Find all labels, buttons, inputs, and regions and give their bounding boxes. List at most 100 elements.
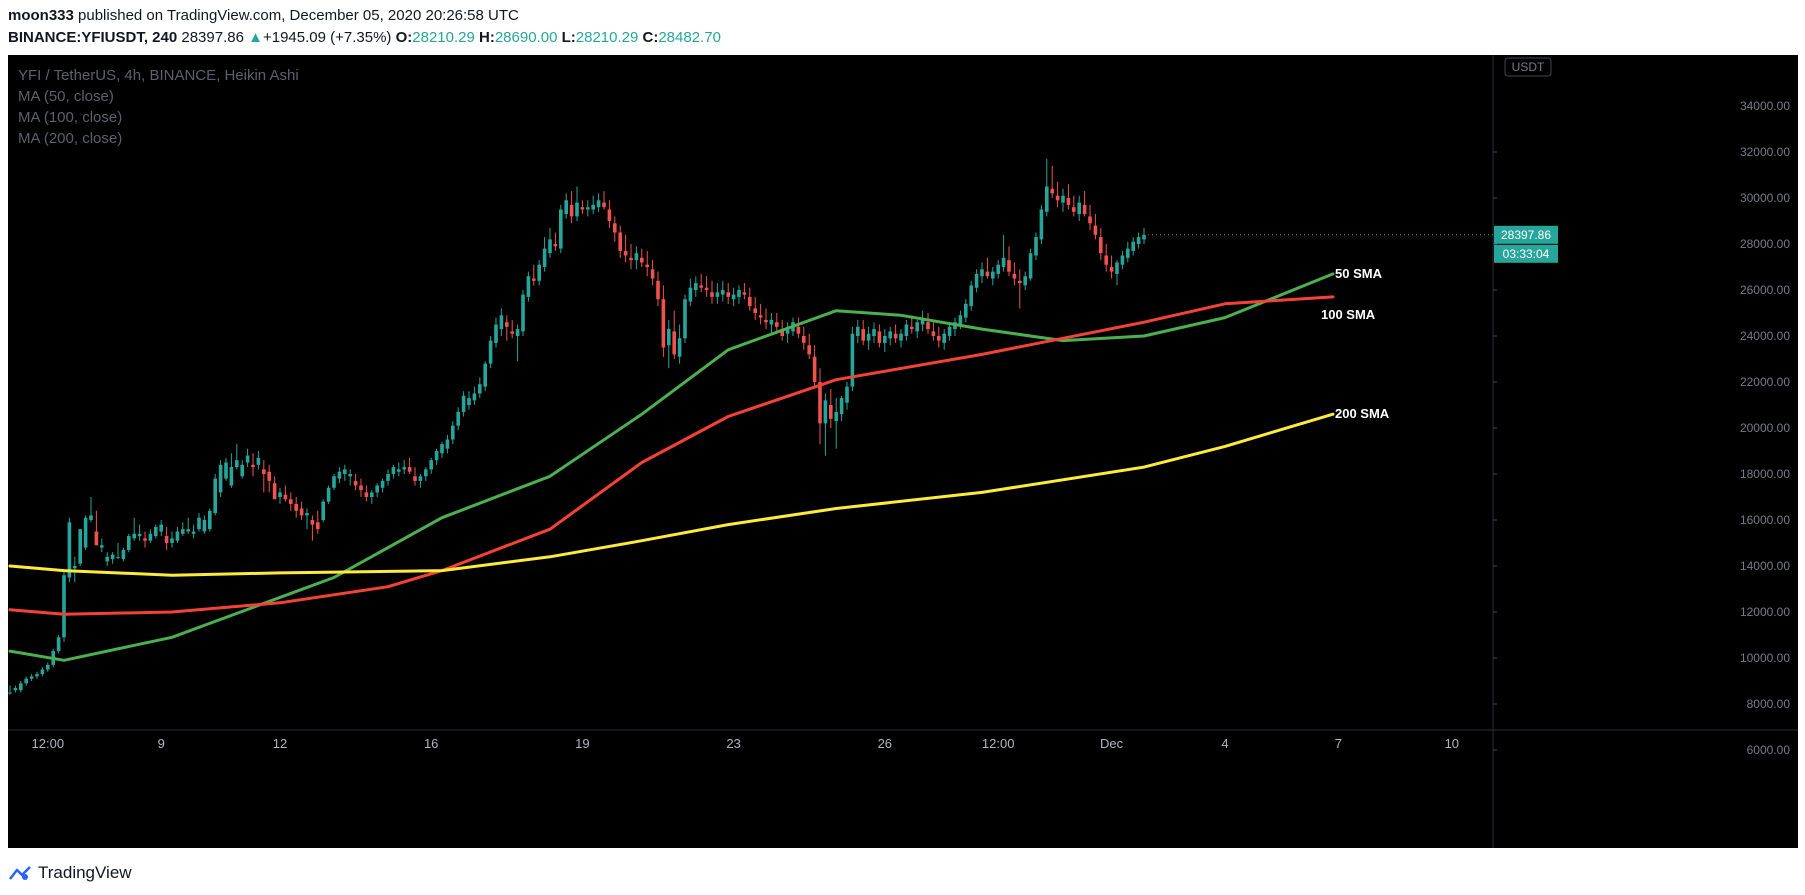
author-name[interactable]: moon333 — [8, 7, 74, 24]
candle-body — [467, 398, 471, 405]
candle-body — [510, 331, 514, 334]
high-label: H: — [479, 29, 495, 46]
footer: TradingView — [8, 858, 132, 888]
candle-body — [116, 556, 120, 558]
candle-body — [1093, 225, 1098, 235]
candle-body — [1055, 195, 1060, 201]
candle-body — [915, 322, 919, 332]
y-tick-label: 10000.00 — [1740, 651, 1790, 665]
candle-body — [958, 315, 963, 325]
candle-body — [607, 209, 612, 221]
candle-body — [591, 204, 595, 210]
candle-body — [645, 264, 649, 267]
candle-body — [899, 333, 903, 341]
sma50-line — [8, 272, 1335, 662]
candle-body — [1109, 267, 1114, 272]
candle-body — [1082, 204, 1087, 215]
candle-body — [78, 529, 82, 564]
tradingview-logo-icon[interactable] — [8, 865, 32, 881]
candle-body — [521, 294, 525, 332]
candle-body — [737, 290, 741, 297]
chart-area[interactable]: 32000.00 30000.00 28000.00 26000.00 24000.00… — [8, 55, 1798, 848]
candle-body — [634, 253, 639, 261]
candle-body — [224, 462, 228, 479]
candle-body — [704, 287, 709, 290]
candle-body — [283, 494, 288, 500]
candle-body — [1099, 237, 1103, 254]
candle-body — [181, 529, 185, 534]
candle-body — [1088, 216, 1092, 224]
candle-body — [359, 485, 363, 491]
candle-body — [980, 269, 984, 277]
legend-ma200[interactable]: MA (200, close) — [18, 130, 123, 147]
candle-body — [931, 331, 936, 336]
candle-body — [920, 319, 925, 325]
price-chart[interactable]: 32000.00 30000.00 28000.00 26000.00 24000.00… — [8, 55, 1798, 848]
candle-body — [29, 676, 34, 679]
candle-body — [337, 471, 342, 479]
candle-body — [1039, 209, 1044, 240]
candle-body — [650, 269, 655, 279]
candle-body — [170, 538, 174, 543]
candle-body — [218, 464, 223, 493]
chart-legend: YFI / TetherUS, 4h, BINANCE, Heikin Ashi… — [18, 65, 299, 149]
candle-body — [159, 524, 163, 532]
candle-body — [429, 460, 433, 470]
candle-body — [856, 326, 860, 336]
candle-body — [872, 329, 876, 336]
legend-title[interactable]: YFI / TetherUS, 4h, BINANCE, Heikin Ashi — [18, 67, 299, 84]
candle-body — [1120, 255, 1125, 265]
candle-body — [893, 333, 898, 339]
candle-body — [991, 271, 995, 279]
candle-body — [332, 476, 336, 488]
candle-body — [299, 508, 304, 516]
candle-body — [1007, 260, 1011, 272]
x-tick-label: 12 — [273, 736, 287, 751]
candle-body — [753, 308, 757, 313]
candle-body — [278, 492, 282, 497]
candle-body — [434, 451, 439, 461]
candle-body — [969, 285, 973, 307]
candle-body — [661, 299, 666, 348]
candle-body — [316, 522, 320, 530]
brand-name[interactable]: TradingView — [38, 863, 132, 882]
candle-body — [67, 522, 72, 578]
candle-body — [235, 460, 239, 468]
x-tick-label: 12:00 — [982, 736, 1015, 751]
legend-ma50[interactable]: MA (50, close) — [18, 88, 114, 105]
candle-body — [1104, 255, 1108, 265]
candle-body — [137, 533, 142, 537]
candle-body — [46, 664, 50, 670]
candle-body — [89, 515, 93, 520]
candle-body — [812, 356, 817, 382]
open-label: O: — [395, 29, 413, 46]
y-tick-label: 6000.00 — [1747, 743, 1791, 757]
candle-body — [1136, 237, 1141, 244]
candle-body — [1050, 188, 1054, 194]
candle-body — [904, 324, 909, 336]
candle-body — [62, 575, 66, 638]
candle-body — [240, 464, 244, 477]
candle-body — [677, 338, 682, 357]
candle-body — [580, 207, 585, 210]
candle-body — [839, 398, 844, 415]
candle-body — [672, 331, 676, 355]
candle-body — [294, 503, 298, 511]
legend-ma100[interactable]: MA (100, close) — [18, 109, 123, 126]
candle-body — [910, 326, 914, 330]
candle-body — [1066, 198, 1071, 205]
candle-body — [937, 336, 941, 341]
candle-body — [132, 533, 136, 539]
x-tick-label: 19 — [575, 736, 589, 751]
candle-body — [699, 285, 703, 288]
candle-body — [164, 536, 169, 543]
candle-body — [186, 529, 190, 532]
candle-body — [613, 223, 617, 233]
candle-body — [515, 329, 520, 336]
candle-body — [748, 296, 752, 307]
candle-body — [127, 536, 131, 550]
candle-body — [110, 554, 115, 560]
x-tick-label: Dec — [1100, 736, 1124, 751]
candle-body — [105, 556, 109, 562]
candle-body — [629, 257, 633, 261]
